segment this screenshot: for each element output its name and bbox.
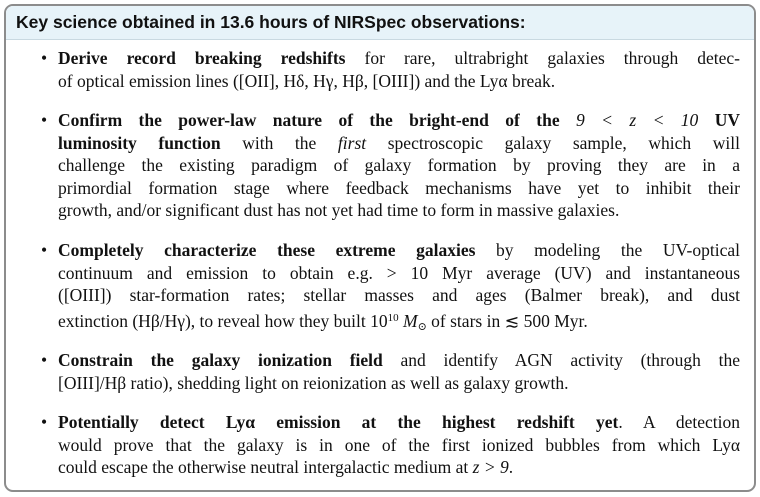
item-text: challenge the existing paradigm of galax… (58, 155, 740, 176)
item-line: of optical emission lines ([OII], Hδ, Hγ… (58, 70, 740, 93)
item-text: would prove that the galaxy is in one of… (58, 434, 740, 455)
math-base: 10 (370, 310, 388, 331)
science-item-4: • Constrain the galaxy ionization field … (41, 349, 740, 395)
item-line: ([OIII]) star-formation rates; stellar m… (58, 284, 740, 307)
item-text: growth, and/or significant dust has not … (58, 200, 620, 221)
item-line: Confirm the power-law nature of the brig… (58, 109, 740, 132)
sun-symbol-icon: ⊙ (417, 320, 427, 333)
item-heading: Potentially detect Lyα emission at the h… (58, 412, 619, 432)
science-item-1: • Derive record breaking redshifts for r… (41, 47, 740, 93)
bullet-icon: • (41, 48, 48, 68)
item-line: primordial formation stage where feedbac… (58, 177, 740, 200)
science-item-2: • Confirm the power-law nature of the br… (41, 109, 740, 222)
science-box: Key science obtained in 13.6 hours of NI… (4, 4, 756, 492)
item-text: of stars in ≲ 500 Myr. (426, 310, 588, 331)
item-line: Potentially detect Lyα emission at the h… (58, 411, 740, 434)
science-item-3: • Completely characterize these extreme … (41, 239, 740, 339)
bullet-icon: • (41, 412, 48, 432)
item-heading: Constrain the galaxy ionization field (58, 350, 383, 370)
item-text: . (508, 457, 514, 478)
item-text: primordial formation stage where feedbac… (58, 177, 740, 198)
item-line: growth, and/or significant dust has not … (58, 199, 740, 222)
math-redshift-range: 9 < z < 10 (576, 110, 699, 130)
bullet-icon: • (41, 350, 48, 370)
item-text: . A detection (618, 412, 740, 432)
item-heading: UV (698, 110, 740, 130)
bullet-icon: • (41, 240, 48, 260)
item-line: could escape the otherwise neutral inter… (58, 456, 740, 479)
item-text: extinction (Hβ/Hγ), to reveal how they b… (58, 310, 371, 331)
item-heading: Derive record breaking redshifts (58, 48, 346, 68)
item-text: for rare, ultrabright galaxies through d… (345, 48, 741, 68)
item-heading: Completely characterize these extreme ga… (58, 240, 476, 260)
item-text: spectroscopic galaxy sample, which will (366, 132, 740, 153)
item-text: by modeling the UV-optical (475, 240, 740, 260)
item-line: luminosity function with the first spect… (58, 132, 740, 155)
item-text: ([OIII]) star-formation rates; stellar m… (58, 285, 740, 306)
science-item-5: • Potentially detect Lyα emission at the… (41, 411, 740, 479)
item-text: with the (220, 132, 338, 153)
item-text: of optical emission lines ([OII], Hδ, Hγ… (58, 70, 556, 91)
item-line: continuum and emission to obtain e.g. > … (58, 262, 740, 285)
item-text: could escape the otherwise neutral inter… (58, 457, 473, 478)
item-line: Completely characterize these extreme ga… (58, 239, 740, 262)
math-mass-symbol: M (398, 310, 418, 331)
item-text: and identify AGN activity (through the (382, 350, 740, 370)
math-exponent: 10 (387, 311, 399, 324)
bullet-icon: • (41, 110, 48, 130)
item-text: continuum and emission to obtain e.g. > … (58, 262, 740, 283)
item-text: [OIII]/Hβ ratio), shedding light on reio… (58, 372, 569, 393)
item-line: Derive record breaking redshifts for rar… (58, 47, 740, 70)
item-heading: luminosity function (58, 132, 221, 153)
item-line: challenge the existing paradigm of galax… (58, 154, 740, 177)
item-line: [OIII]/Hβ ratio), shedding light on reio… (58, 372, 740, 395)
item-line: would prove that the galaxy is in one of… (58, 434, 740, 457)
item-heading: Confirm the power-law nature of the brig… (58, 110, 577, 130)
item-emphasis: first (337, 132, 367, 153)
math-redshift: z > 9 (472, 457, 509, 478)
item-line: Constrain the galaxy ionization field an… (58, 349, 740, 372)
box-title: Key science obtained in 13.6 hours of NI… (6, 6, 754, 40)
item-line: extinction (Hβ/Hγ), to reveal how they b… (58, 307, 740, 339)
